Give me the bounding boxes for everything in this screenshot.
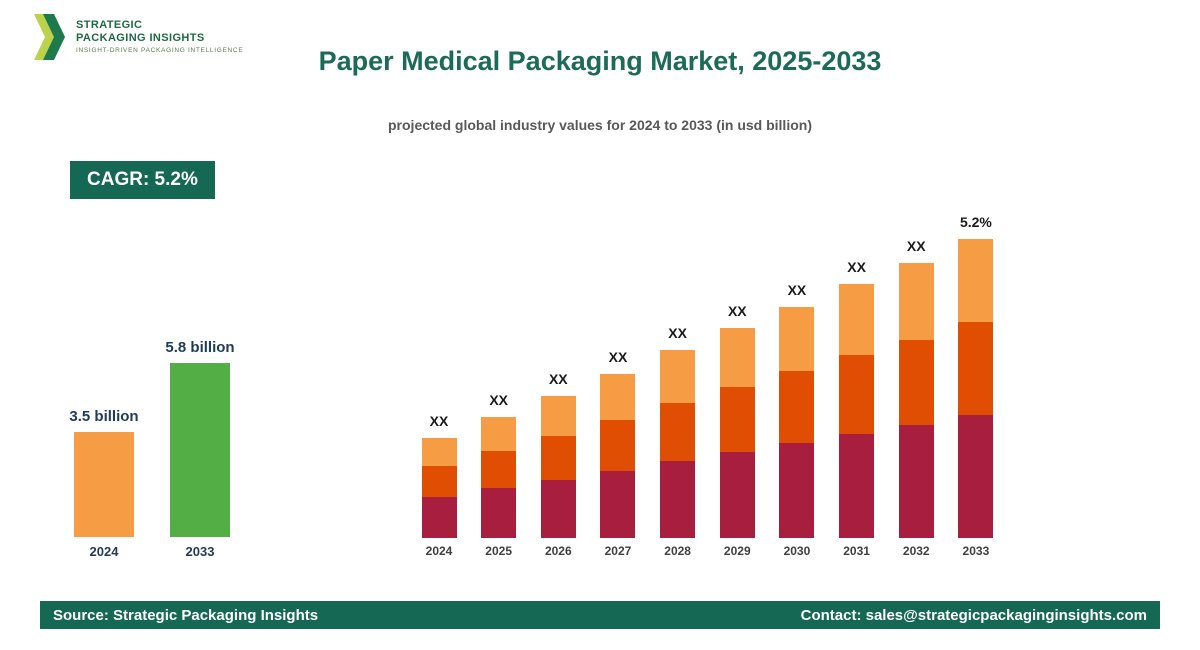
segment-middle	[421, 466, 457, 497]
segment-top	[898, 263, 934, 340]
footer-contact: Contact: sales@strategicpackaginginsight…	[800, 606, 1147, 624]
stacked-bar-2028: XX 2028	[658, 200, 698, 560]
stacked-bar-2033: 5.2% 2033	[956, 200, 996, 560]
segment-middle	[779, 371, 815, 443]
bar-segments	[898, 263, 934, 538]
x-axis-label: 2024	[89, 544, 119, 559]
stacked-bar-2025: XX 2025	[479, 200, 519, 560]
segment-middle	[958, 322, 994, 415]
segment-top	[958, 239, 994, 322]
segment-top	[660, 350, 696, 403]
segment-middle	[839, 355, 875, 434]
bar-segments	[958, 239, 994, 538]
bar-value-label: XX	[847, 259, 866, 275]
bar-value-label: XX	[668, 325, 687, 341]
double-chevron-icon	[34, 14, 68, 60]
segment-middle	[600, 420, 636, 471]
bar-segments	[779, 307, 815, 538]
bar-2033	[170, 363, 230, 537]
page-subtitle: projected global industry values for 202…	[388, 117, 812, 133]
segment-bottom	[898, 425, 934, 538]
stacked-bar-2024: XX 2024	[419, 200, 459, 560]
page-title: Paper Medical Packaging Market, 2025-203…	[318, 46, 882, 76]
x-axis-label: 2033	[185, 544, 215, 559]
bar-value-label: XX	[548, 371, 568, 387]
bar-2024	[74, 432, 134, 537]
segment-middle	[660, 403, 696, 461]
bar-value-label: XX	[906, 238, 926, 254]
bar-segments	[600, 374, 636, 538]
logo-text: STRATEGIC PACKAGING INSIGHTS INSIGHT-DRI…	[76, 19, 243, 55]
x-axis-label: 2033	[962, 544, 990, 558]
bar-segments	[540, 396, 576, 538]
bar-value-label: 5.8 billion	[165, 339, 235, 356]
bar-value-label: XX	[727, 303, 747, 319]
stacked-bar-2027: XX 2027	[598, 200, 638, 560]
bar-value-label: 5.2%	[959, 214, 992, 230]
bar-value-label: XX	[489, 392, 508, 408]
x-axis-label: 2026	[544, 544, 572, 558]
segment-bottom	[719, 452, 755, 538]
segment-bottom	[660, 461, 696, 538]
stacked-bar-2026: XX 2026	[538, 200, 578, 560]
segment-middle	[719, 387, 755, 452]
cagr-badge: CAGR: 5.2%	[70, 161, 215, 199]
x-axis-label: 2025	[485, 544, 512, 558]
x-axis-label: 2024	[425, 544, 453, 558]
bar-value-label: 3.5 billion	[69, 408, 139, 425]
segment-top	[481, 417, 517, 451]
bar-segments	[839, 284, 875, 538]
segment-bottom	[540, 480, 576, 538]
x-axis-label: 2028	[664, 544, 691, 558]
logo: STRATEGIC PACKAGING INSIGHTS INSIGHT-DRI…	[34, 14, 243, 60]
comparison-chart: 3.5 billion 2024 5.8 billion 2033	[69, 330, 235, 560]
stacked-bar-2031: XX 2031	[837, 200, 877, 560]
segment-bottom	[958, 415, 994, 538]
x-axis-label: 2030	[783, 544, 811, 558]
logo-line2: PACKAGING INSIGHTS	[76, 31, 205, 44]
x-axis-label: 2027	[604, 544, 632, 558]
bar-segments	[421, 438, 457, 538]
stacked-bar-2032: XX 2032	[896, 200, 936, 560]
footer-bar: Source: Strategic Packaging Insights Con…	[40, 601, 1160, 629]
stacked-bar-chart: XX 2024 XX 2025 XX 2026 XX 2027 XX 2028 XX 2029 XX 20…	[419, 200, 996, 560]
x-axis-label: 2029	[723, 544, 751, 558]
segment-top	[600, 374, 636, 420]
bar-segments	[481, 417, 517, 538]
segment-top	[540, 396, 576, 436]
segment-top	[719, 328, 755, 387]
segment-top	[421, 438, 457, 466]
segment-bottom	[481, 488, 517, 538]
segment-top	[839, 284, 875, 355]
segment-top	[779, 307, 815, 371]
segment-middle	[540, 436, 576, 480]
segment-bottom	[600, 471, 636, 538]
segment-bottom	[839, 434, 875, 538]
logo-tagline: INSIGHT-DRIVEN PACKAGING INTELLIGENCE	[76, 47, 244, 55]
stacked-bar-2030: XX 2030	[777, 200, 817, 560]
stacked-bar-2029: XX 2029	[717, 200, 757, 560]
logo-line1: STRATEGIC	[76, 19, 143, 32]
bar-value-label: XX	[787, 282, 807, 298]
footer-source: Source: Strategic Packaging Insights	[53, 606, 319, 624]
x-axis-label: 2032	[902, 544, 930, 558]
bar-segments	[719, 328, 755, 538]
mini-bar-column-2033: 5.8 billion 2033	[165, 330, 235, 560]
segment-middle	[898, 340, 934, 425]
x-axis-label: 2031	[843, 544, 870, 558]
segment-middle	[481, 451, 517, 488]
mini-bar-column-2024: 3.5 billion 2024	[69, 330, 139, 560]
bar-value-label: XX	[429, 413, 449, 429]
bar-value-label: XX	[608, 349, 628, 365]
segment-bottom	[421, 497, 457, 538]
segment-bottom	[779, 443, 815, 538]
bar-segments	[660, 350, 696, 538]
